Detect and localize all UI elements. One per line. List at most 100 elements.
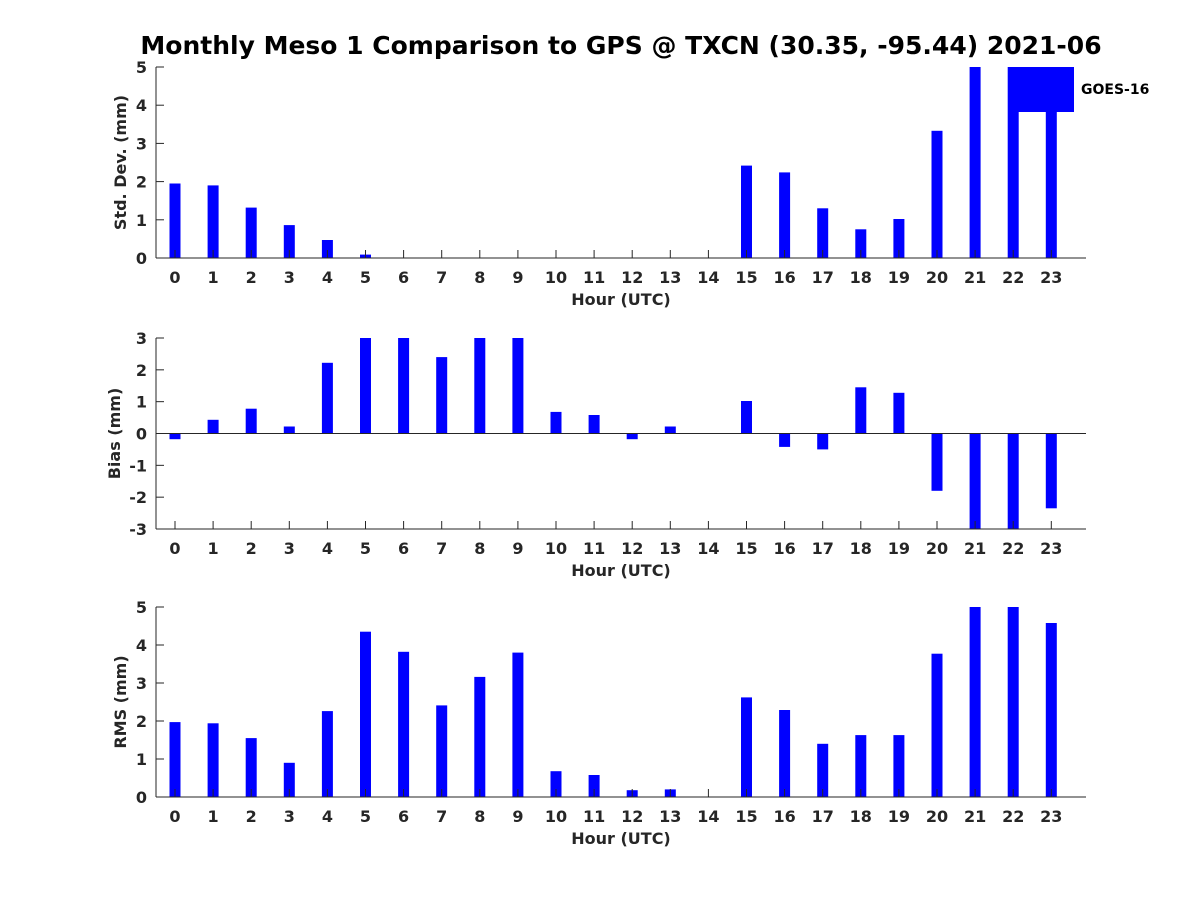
y-axis-label: RMS (mm) xyxy=(111,655,130,748)
bar-hour-22 xyxy=(1007,607,1019,797)
x-tick-label: 16 xyxy=(773,268,795,287)
x-tick-label: 4 xyxy=(322,539,333,558)
bar-hour-1 xyxy=(207,419,219,434)
bar-hour-0 xyxy=(169,722,181,797)
x-tick-label: 0 xyxy=(169,539,180,558)
x-tick-label: 3 xyxy=(284,807,295,826)
bar-hour-23 xyxy=(1045,623,1057,797)
x-tick-label: 17 xyxy=(812,539,834,558)
x-tick-label: 11 xyxy=(583,539,605,558)
x-tick-label: 0 xyxy=(169,268,180,287)
y-tick-label: 2 xyxy=(136,361,147,380)
y-tick-label: -1 xyxy=(129,456,147,475)
x-tick-label: 9 xyxy=(512,539,523,558)
bar-hour-10 xyxy=(550,411,562,434)
bar-hour-7 xyxy=(436,705,448,797)
y-tick-label: 4 xyxy=(136,636,147,655)
bar-hour-5 xyxy=(360,631,371,797)
y-axis-label: Std. Dev. (mm) xyxy=(111,95,130,230)
bar-hour-9 xyxy=(512,652,524,797)
x-tick-label: 17 xyxy=(812,807,834,826)
x-tick-label: 17 xyxy=(812,268,834,287)
x-tick-label: 19 xyxy=(888,807,910,826)
bar-hour-4 xyxy=(321,240,333,258)
bar-hour-22 xyxy=(1007,67,1019,258)
x-axis-label: Hour (UTC) xyxy=(571,561,671,580)
x-tick-label: 15 xyxy=(735,539,757,558)
y-tick-label: -3 xyxy=(129,520,147,539)
y-axis-label: Bias (mm) xyxy=(105,388,124,480)
y-tick-label: 1 xyxy=(136,750,147,769)
x-tick-label: 21 xyxy=(964,807,986,826)
x-tick-label: 12 xyxy=(621,807,643,826)
bar-hour-16 xyxy=(779,172,791,258)
x-tick-label: 13 xyxy=(659,807,681,826)
x-tick-label: 14 xyxy=(697,807,719,826)
y-tick-label: 3 xyxy=(136,329,147,348)
x-tick-label: 7 xyxy=(436,268,447,287)
x-tick-label: 7 xyxy=(436,807,447,826)
bar-hour-11 xyxy=(588,415,600,434)
x-tick-label: 20 xyxy=(926,268,948,287)
y-tick-label: 2 xyxy=(136,173,147,192)
x-axis-label: Hour (UTC) xyxy=(571,290,671,309)
bar-hour-1 xyxy=(207,185,219,258)
x-tick-label: 22 xyxy=(1002,539,1024,558)
bar-hour-1 xyxy=(207,723,219,797)
x-tick-label: 2 xyxy=(246,807,257,826)
bar-hour-23 xyxy=(1045,433,1057,509)
bar-hour-0 xyxy=(169,433,181,440)
legend-swatch xyxy=(1008,67,1074,112)
x-tick-label: 2 xyxy=(246,268,257,287)
y-tick-label: 2 xyxy=(136,712,147,731)
bar-hour-18 xyxy=(855,735,867,797)
bar-hour-18 xyxy=(855,387,867,434)
bar-hour-7 xyxy=(436,357,448,434)
bar-hour-9 xyxy=(512,338,524,434)
x-tick-label: 1 xyxy=(208,807,219,826)
x-tick-label: 11 xyxy=(583,807,605,826)
bar-hour-4 xyxy=(321,711,333,797)
bar-hour-2 xyxy=(245,738,257,797)
x-tick-label: 10 xyxy=(545,268,567,287)
x-tick-label: 9 xyxy=(512,268,523,287)
bar-hour-6 xyxy=(398,338,410,434)
x-tick-label: 18 xyxy=(850,268,872,287)
x-tick-label: 13 xyxy=(659,268,681,287)
x-tick-label: 5 xyxy=(360,539,371,558)
bar-hour-0 xyxy=(169,183,181,258)
bar-hour-20 xyxy=(931,653,943,797)
x-tick-label: 23 xyxy=(1040,268,1062,287)
bars xyxy=(169,338,1057,529)
bar-hour-13 xyxy=(664,426,676,434)
x-tick-label: 8 xyxy=(474,539,485,558)
x-tick-label: 3 xyxy=(284,268,295,287)
bar-hour-19 xyxy=(893,392,905,434)
bar-hour-15 xyxy=(741,401,752,434)
x-tick-label: 13 xyxy=(659,539,681,558)
x-tick-label: 23 xyxy=(1040,807,1062,826)
x-tick-label: 5 xyxy=(360,807,371,826)
x-axis-label: Hour (UTC) xyxy=(571,829,671,848)
x-tick-label: 18 xyxy=(850,539,872,558)
x-tick-label: 9 xyxy=(512,807,523,826)
x-tick-label: 6 xyxy=(398,539,409,558)
chart-title: Monthly Meso 1 Comparison to GPS @ TXCN … xyxy=(140,31,1101,60)
bars xyxy=(169,607,1057,797)
bar-hour-17 xyxy=(817,433,829,450)
bar-hour-23 xyxy=(1045,97,1057,258)
bar-hour-2 xyxy=(245,408,257,434)
y-tick-label: 3 xyxy=(136,674,147,693)
x-tick-label: 22 xyxy=(1002,268,1024,287)
bar-hour-3 xyxy=(283,225,295,258)
x-tick-label: 23 xyxy=(1040,539,1062,558)
bar-hour-17 xyxy=(817,208,829,258)
bar-hour-12 xyxy=(626,433,638,440)
bar-hour-19 xyxy=(893,219,905,258)
bar-hour-15 xyxy=(741,697,752,797)
bar-hour-4 xyxy=(321,362,333,434)
x-tick-label: 4 xyxy=(322,807,333,826)
x-tick-label: 20 xyxy=(926,807,948,826)
